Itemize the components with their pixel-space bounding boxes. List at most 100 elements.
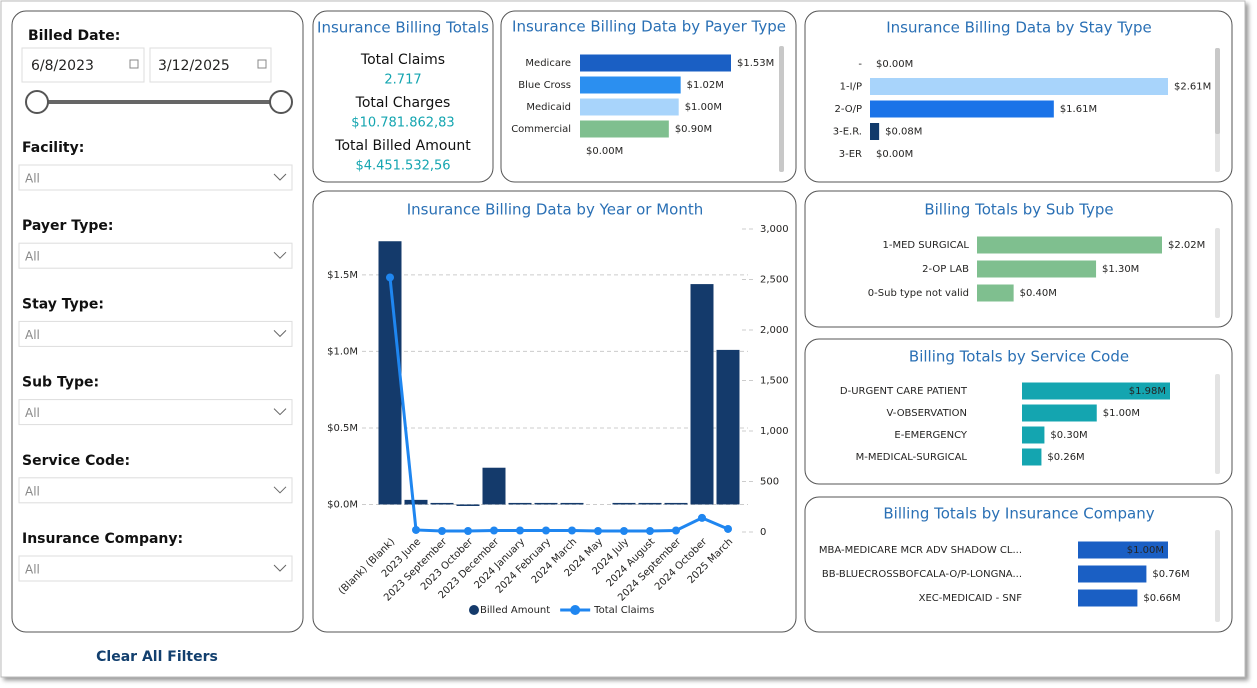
date-value: 3/12/2025 bbox=[158, 58, 230, 74]
bar bbox=[456, 504, 480, 506]
value-label: $1.98M bbox=[1129, 386, 1166, 397]
y-tick-label: $1.0M bbox=[327, 346, 358, 357]
kpi-title: Insurance Billing Totals bbox=[317, 19, 489, 37]
bar bbox=[638, 502, 662, 505]
dropdown[interactable] bbox=[18, 320, 293, 347]
scrollbar[interactable] bbox=[1215, 530, 1220, 622]
kpi-label: Total Claims bbox=[360, 52, 445, 68]
y-tick-label: $1.5M bbox=[327, 270, 358, 281]
bar bbox=[1022, 426, 1045, 444]
value-label: $2.61M bbox=[1174, 82, 1211, 93]
dropdown[interactable] bbox=[18, 555, 293, 582]
value-label: $0.30M bbox=[1050, 430, 1087, 441]
y2-tick-label: 3,000 bbox=[760, 224, 789, 235]
y2-tick-label: 2,000 bbox=[760, 325, 789, 336]
filter-label: Sub Type: bbox=[22, 375, 99, 391]
value-label: $1.00M bbox=[1127, 545, 1164, 556]
slider-handle[interactable] bbox=[269, 90, 293, 114]
kpi-label: Total Billed Amount bbox=[334, 138, 471, 154]
dropdown-value: All bbox=[25, 328, 40, 342]
dropdown-arrow bbox=[273, 173, 287, 181]
legend-symbol bbox=[469, 605, 479, 615]
chart-title: Billing Totals by Insurance Company bbox=[883, 505, 1154, 523]
value-label: $0.08M bbox=[885, 127, 922, 138]
bar bbox=[580, 76, 681, 94]
category-label: XEC-MEDICAID - SNF bbox=[919, 593, 1023, 604]
line bbox=[388, 277, 729, 533]
bar bbox=[716, 349, 740, 505]
category-label: V-OBSERVATION bbox=[887, 408, 967, 419]
dropdown-value: All bbox=[25, 406, 40, 420]
scrollbar[interactable] bbox=[1215, 374, 1220, 474]
bar bbox=[690, 284, 714, 505]
value-label: $0.00M bbox=[586, 146, 623, 157]
date-input[interactable] bbox=[149, 47, 272, 83]
slider-handle[interactable] bbox=[25, 90, 49, 114]
filter-label: Stay Type: bbox=[22, 296, 104, 312]
value-label: $1.00M bbox=[685, 102, 722, 113]
category-label: Commercial bbox=[511, 124, 571, 135]
scrollbar[interactable] bbox=[1215, 228, 1220, 318]
dropdown[interactable] bbox=[18, 477, 293, 504]
bar bbox=[1022, 448, 1042, 466]
dropdown-value: All bbox=[25, 484, 40, 498]
y2-tick-label: 2,500 bbox=[760, 275, 789, 286]
y2-tick-label: 1,000 bbox=[760, 426, 789, 437]
bar bbox=[430, 502, 454, 505]
line-point bbox=[620, 526, 628, 535]
line-point bbox=[672, 526, 680, 535]
filter-label: Insurance Company: bbox=[22, 531, 183, 547]
dropdown-arrow bbox=[273, 251, 287, 259]
line-point bbox=[464, 526, 472, 535]
value-label: $1.00M bbox=[1103, 408, 1140, 419]
clear-button[interactable]: Clear All Filters bbox=[96, 649, 218, 665]
value-label: $0.90M bbox=[675, 124, 712, 135]
category-label: - bbox=[858, 59, 862, 70]
value-label: $0.76M bbox=[1152, 569, 1189, 580]
scrollbar[interactable] bbox=[779, 46, 784, 172]
bar bbox=[534, 502, 558, 505]
category-label: 2-O/P bbox=[834, 104, 862, 115]
category-label: 1-I/P bbox=[840, 82, 862, 93]
chart-title: Insurance Billing Data by Payer Type bbox=[512, 18, 786, 36]
dropdown[interactable] bbox=[18, 399, 293, 426]
value-label: $1.61M bbox=[1060, 104, 1097, 115]
scrollbar-thumb[interactable] bbox=[1215, 48, 1220, 134]
bar bbox=[580, 54, 731, 72]
dropdown-value: All bbox=[25, 250, 40, 264]
date-input[interactable] bbox=[21, 47, 145, 83]
bar bbox=[580, 98, 679, 116]
dropdown[interactable] bbox=[18, 242, 293, 269]
kpi-label: Total Charges bbox=[355, 95, 451, 111]
y-tick-label: $0.5M bbox=[327, 423, 358, 434]
dropdown-arrow bbox=[273, 330, 287, 338]
chart-title: Insurance Billing Data by Year or Month bbox=[407, 201, 704, 219]
bar bbox=[1078, 589, 1138, 607]
bar bbox=[977, 284, 1014, 302]
bar bbox=[1022, 382, 1170, 400]
line-point bbox=[412, 525, 420, 534]
calendar-icon[interactable] bbox=[129, 59, 139, 69]
line-point bbox=[698, 513, 706, 522]
category-label: E-EMERGENCY bbox=[894, 430, 967, 441]
bar bbox=[977, 236, 1162, 254]
dropdown[interactable] bbox=[18, 164, 293, 191]
calendar-icon[interactable] bbox=[257, 59, 267, 69]
value-label: $0.00M bbox=[876, 59, 913, 70]
chart-panel bbox=[312, 190, 797, 633]
y2-tick-label: 1,500 bbox=[760, 376, 789, 387]
value-label: $1.53M bbox=[737, 58, 774, 69]
value-label: $0.26M bbox=[1047, 452, 1084, 463]
kpi-value: 2.717 bbox=[384, 73, 421, 88]
bar bbox=[404, 499, 428, 505]
value-label: $1.02M bbox=[687, 80, 724, 91]
category-label: M-MEDICAL-SURGICAL bbox=[856, 452, 968, 463]
chart-panel bbox=[804, 10, 1233, 183]
bar bbox=[482, 467, 506, 505]
bar bbox=[1078, 541, 1168, 559]
line-point bbox=[568, 526, 576, 535]
value-label: $2.02M bbox=[1168, 240, 1205, 251]
category-label: 3-E.R. bbox=[833, 127, 862, 138]
line-point bbox=[438, 526, 446, 535]
line-point bbox=[542, 526, 550, 535]
